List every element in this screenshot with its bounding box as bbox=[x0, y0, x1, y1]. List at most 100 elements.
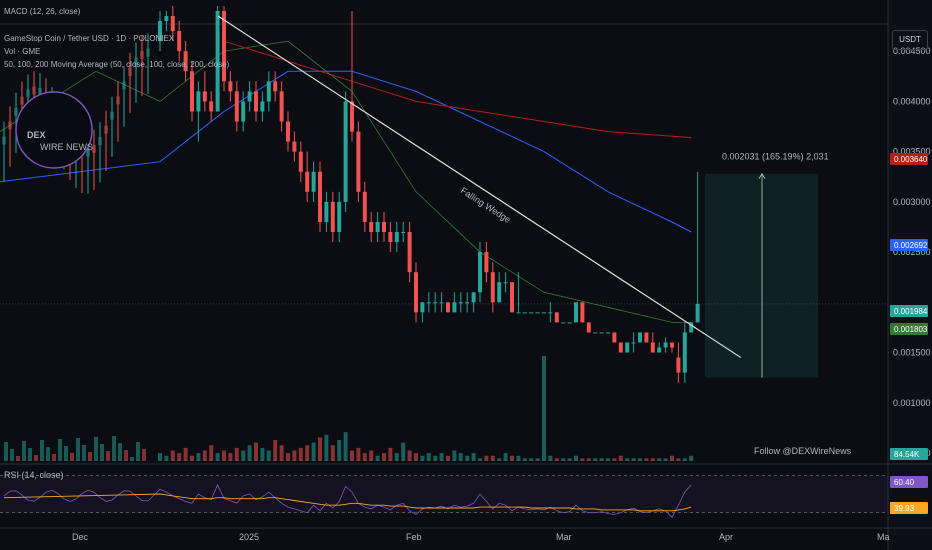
candle-body bbox=[330, 201, 335, 232]
volume-bar bbox=[554, 458, 559, 461]
candle-body bbox=[260, 101, 265, 112]
candle-body bbox=[644, 332, 649, 343]
candle-body bbox=[574, 302, 578, 323]
volume-bar bbox=[112, 436, 116, 461]
volume-bar bbox=[465, 455, 470, 461]
volume-bar bbox=[273, 440, 278, 461]
candle-body bbox=[305, 171, 310, 192]
symbol-label[interactable]: GameStop Coin / Tether USD · 1D · POLONI… bbox=[4, 34, 175, 43]
volume-bar bbox=[343, 432, 348, 461]
volume-bar bbox=[503, 453, 508, 461]
volume-bar bbox=[337, 440, 342, 461]
macd-label: MACD (12, 26, close) bbox=[4, 7, 81, 16]
volume-bar bbox=[202, 450, 207, 461]
volume-bar bbox=[28, 448, 32, 461]
volume-bar bbox=[4, 442, 8, 461]
volume-bar bbox=[420, 455, 425, 461]
price-tick-label: 0.002500 bbox=[893, 247, 931, 257]
price-tick-label: 0.004000 bbox=[893, 96, 931, 106]
currency-unit-button[interactable]: USDT bbox=[892, 30, 928, 50]
candle-body bbox=[497, 282, 502, 303]
candle-body bbox=[8, 121, 12, 130]
candle-body bbox=[599, 332, 604, 334]
volume-bar bbox=[58, 439, 62, 461]
ma50-line bbox=[0, 40, 692, 323]
candle-body bbox=[420, 302, 425, 313]
candle-body bbox=[222, 11, 226, 82]
candle-body bbox=[38, 87, 42, 96]
candle-body bbox=[593, 332, 598, 334]
volume-bar bbox=[40, 440, 44, 461]
rsi-ma-line bbox=[3, 493, 692, 512]
rsi-ma-badge bbox=[890, 502, 928, 514]
candle-body bbox=[196, 91, 201, 112]
volume-bar bbox=[484, 455, 489, 461]
volume-bar bbox=[130, 457, 134, 461]
volume-bar bbox=[490, 455, 495, 461]
volume-bar bbox=[382, 453, 386, 461]
candle-body bbox=[638, 332, 642, 343]
volume-bar bbox=[330, 445, 335, 461]
volume-bar bbox=[689, 455, 694, 461]
price-tick-label: 0.001000 bbox=[893, 398, 931, 408]
candle-body bbox=[190, 71, 194, 112]
volume-bar bbox=[10, 449, 14, 461]
candle-body bbox=[350, 101, 354, 132]
candle-body bbox=[14, 107, 18, 116]
candle-body bbox=[503, 282, 508, 284]
volume-bar bbox=[388, 447, 393, 461]
volume-bar bbox=[94, 437, 98, 461]
candle-body bbox=[292, 141, 297, 152]
volume-bar bbox=[631, 458, 636, 461]
candle-body bbox=[98, 137, 102, 146]
candle-body bbox=[484, 252, 489, 273]
volume-bar bbox=[305, 445, 310, 461]
price-badge bbox=[890, 153, 928, 165]
volume-bar bbox=[82, 445, 86, 461]
candle-body bbox=[122, 81, 126, 90]
candle-body bbox=[510, 282, 514, 313]
volume-bar bbox=[247, 445, 252, 461]
volume-bar bbox=[46, 447, 50, 461]
candle-body bbox=[247, 91, 252, 102]
volume-bar bbox=[638, 458, 642, 461]
volume-bar bbox=[618, 455, 623, 461]
volume-bar bbox=[350, 450, 354, 461]
volume-bar bbox=[311, 442, 316, 461]
volume-bar bbox=[612, 458, 617, 461]
rsi-ma-label: 39.93 bbox=[894, 504, 915, 513]
volume-bar bbox=[682, 458, 687, 461]
moving-average-label[interactable]: 50, 100, 200 Moving Average (50, close, … bbox=[4, 60, 230, 69]
volume-bar bbox=[292, 450, 297, 461]
volume-bar bbox=[158, 453, 162, 461]
volume-bar bbox=[426, 453, 431, 461]
candle-body bbox=[465, 302, 470, 304]
candle-body bbox=[146, 48, 150, 57]
volume-bar bbox=[580, 458, 585, 461]
volume-bar bbox=[548, 455, 553, 461]
candle-body bbox=[241, 101, 246, 122]
candle-body bbox=[26, 89, 30, 98]
candle-body bbox=[670, 342, 674, 348]
candle-body bbox=[343, 101, 348, 202]
volume-bar bbox=[446, 455, 450, 461]
volume-bar bbox=[164, 455, 169, 461]
volume-bar bbox=[209, 445, 214, 461]
candle-body bbox=[369, 221, 374, 232]
volume-label[interactable]: Vol · GME bbox=[4, 47, 41, 56]
falling-wedge-line bbox=[217, 15, 742, 359]
candle-body bbox=[382, 221, 386, 232]
candle-body bbox=[324, 201, 329, 222]
candle-body bbox=[618, 342, 623, 353]
time-tick-label: Feb bbox=[406, 532, 422, 542]
candle-body bbox=[311, 171, 316, 192]
logo-ring bbox=[15, 91, 93, 169]
time-tick-label: Mar bbox=[556, 532, 572, 542]
volume-bar bbox=[542, 356, 546, 461]
candle-body bbox=[478, 252, 482, 293]
candle-body bbox=[682, 332, 687, 373]
candle-body bbox=[234, 91, 239, 122]
candle-body bbox=[116, 96, 120, 105]
candle-body bbox=[657, 347, 662, 353]
